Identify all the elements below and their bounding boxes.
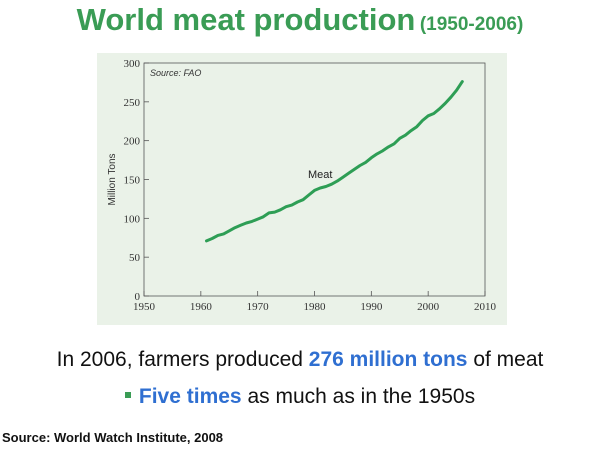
bullet-square-icon	[124, 392, 131, 399]
bullet-suffix: as much as in the 1950s	[241, 385, 476, 408]
chart-source-note: Source: FAO	[150, 68, 201, 78]
y-axis-label: Million Tons	[107, 153, 118, 205]
x-tick-label: 1950	[133, 301, 156, 313]
series-label-meat: Meat	[308, 169, 332, 181]
bullet-point: Five times as much as in the 1950s	[0, 385, 600, 409]
headline-highlight: 276 million tons	[308, 348, 468, 371]
x-tick-label: 1990	[360, 301, 383, 313]
y-tick-label: 200	[124, 136, 141, 148]
y-tick-label: 150	[124, 175, 141, 187]
series-line-meat	[205, 80, 464, 243]
title-range: (1950-2006)	[419, 14, 524, 35]
source-footer: Source: World Watch Institute, 2008	[2, 430, 224, 445]
bullet-highlight: Five times	[138, 385, 242, 408]
y-tick-label: 0	[135, 291, 141, 303]
y-tick-label: 50	[129, 252, 141, 264]
headline-prefix: In 2006, farmers produced	[56, 348, 309, 371]
headline: In 2006, farmers produced 276 million to…	[0, 348, 600, 372]
y-tick-label: 300	[124, 58, 141, 70]
x-tick-label: 1960	[190, 301, 213, 313]
chart-panel: 0 50 100 150 200 250 300 1950 1960 1970 1980 1990 20…	[97, 53, 507, 325]
meat-production-chart: 0 50 100 150 200 250 300 1950 1960 1970 1980 1990 20…	[107, 58, 497, 313]
y-tick-label: 100	[124, 213, 141, 225]
x-tick-label: 2010	[474, 301, 497, 313]
x-tick-label: 2000	[417, 301, 440, 313]
x-tick-label: 1970	[247, 301, 270, 313]
page-title: World meat production (1950-2006)	[0, 2, 600, 38]
y-tick-label: 250	[124, 97, 141, 109]
x-tick-label: 1980	[304, 301, 327, 313]
headline-suffix: of meat	[467, 348, 544, 371]
title-main: World meat production	[76, 2, 416, 37]
